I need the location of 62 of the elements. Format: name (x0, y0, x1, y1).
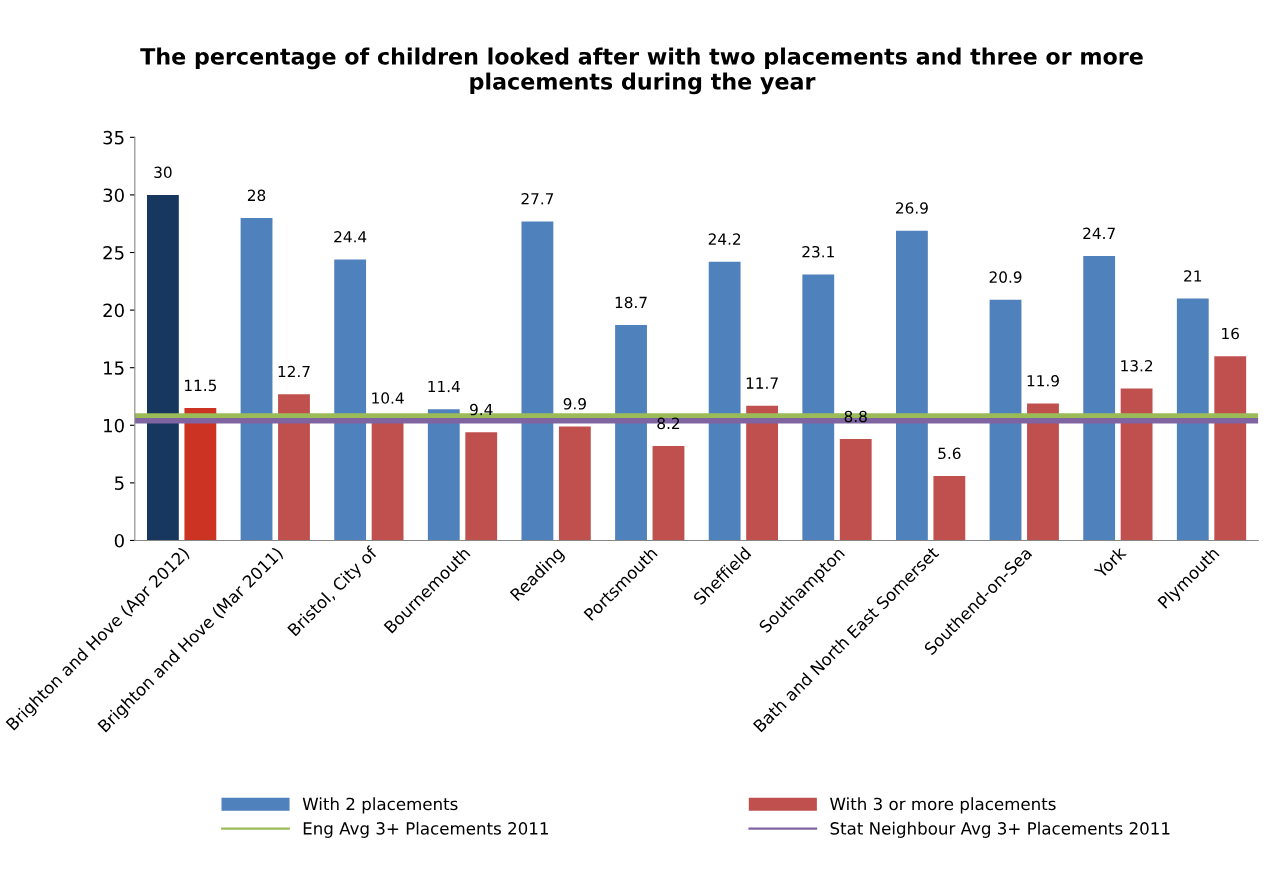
data-label: 9.4 (470, 403, 493, 416)
chart-title: The percentage of children looked after with two placements and three or more placements during the year (140, 47, 1143, 95)
bar (278, 394, 310, 541)
legend-label: With 3 or more placements (830, 797, 1056, 814)
y-tick-label: 30 (103, 188, 124, 203)
data-label: 12.7 (278, 365, 310, 378)
bar (146, 194, 179, 541)
data-label: 5.6 (938, 447, 961, 460)
bar (465, 432, 498, 541)
bar (895, 230, 928, 541)
bar (1083, 255, 1116, 541)
data-label: 24.2 (708, 233, 741, 245)
data-label: 28 (247, 189, 266, 202)
y-tick-label: 15 (104, 361, 124, 375)
data-label: 8.2 (657, 417, 680, 430)
data-label: 23.1 (802, 245, 834, 258)
data-label: 11.5 (185, 379, 217, 392)
x-tick-label: York (1093, 545, 1127, 579)
data-label: 9.9 (563, 398, 586, 410)
legend-label: Eng Avg 3+ Placements 2011 (303, 821, 548, 838)
bar (1176, 298, 1209, 541)
data-label: 13.2 (1121, 360, 1153, 372)
bar (746, 405, 779, 541)
bar (802, 274, 835, 541)
data-label: 8.8 (844, 410, 867, 423)
data-label: 24.4 (334, 231, 367, 243)
data-label: 27.7 (521, 193, 554, 205)
bar (334, 259, 367, 541)
data-label: 30 (154, 166, 172, 179)
y-tick-label: 35 (103, 130, 124, 145)
bar (708, 261, 741, 541)
data-label: 24.7 (1083, 227, 1115, 239)
legend-label: Stat Neighbour Avg 3+ Placements 2011 (830, 821, 1170, 838)
data-label: 20.9 (989, 271, 1022, 283)
data-label: 11.4 (428, 380, 460, 393)
legend-label: With 2 placements (302, 797, 458, 814)
bar (615, 325, 647, 541)
y-tick-label: 5 (115, 476, 124, 490)
bar (184, 408, 217, 541)
bar (989, 299, 1022, 541)
bar (521, 221, 554, 541)
data-label: 10.4 (372, 392, 404, 404)
bar (933, 475, 966, 541)
bar (427, 409, 460, 541)
y-tick-label: 0 (114, 533, 124, 548)
data-label: 11.7 (746, 377, 778, 389)
y-tick-label: 20 (103, 303, 124, 318)
data-label: 11.9 (1027, 374, 1059, 387)
bar (240, 217, 273, 541)
bar (839, 439, 872, 541)
bar (1027, 403, 1059, 541)
data-label: 16 (1222, 327, 1239, 340)
data-label: 21 (1184, 270, 1202, 282)
y-tick-label: 25 (103, 245, 124, 260)
bar (1120, 388, 1153, 541)
bar (558, 426, 591, 541)
data-label: 26.9 (896, 202, 928, 214)
bar (652, 446, 685, 541)
y-tick-label: 10 (104, 418, 124, 433)
data-label: 18.7 (615, 296, 647, 309)
bar (371, 420, 404, 541)
bar (1214, 356, 1247, 541)
